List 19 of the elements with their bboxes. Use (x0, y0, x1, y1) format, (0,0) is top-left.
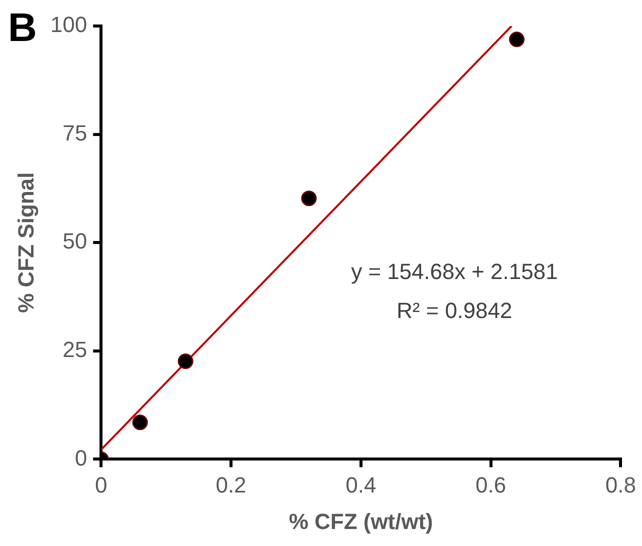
annotation: R² = 0.9842 (396, 298, 512, 323)
y-tick-label: 75 (62, 120, 88, 146)
x-tick-label: 0.2 (216, 472, 246, 498)
x-tick-label: 0.6 (476, 472, 506, 498)
y-tick-label: 50 (62, 228, 88, 254)
x-tick-label: 0 (94, 472, 108, 498)
point (509, 32, 525, 48)
point (178, 354, 194, 370)
point (301, 190, 317, 206)
x-tick-label: 0.4 (346, 472, 376, 498)
y-tick-label: 0 (74, 445, 88, 470)
x-tick-label: 0.8 (605, 472, 636, 498)
annotation: y = 154.68x + 2.1581 (351, 258, 558, 284)
x-axis-title: % CFZ (wt/wt) (288, 508, 434, 534)
point (132, 414, 148, 430)
text: B (8, 6, 37, 50)
y-tick-label: 100 (50, 12, 88, 38)
y-tick-label: 25 (62, 336, 88, 362)
y-axis-title: % CFZ Signal (13, 172, 38, 313)
